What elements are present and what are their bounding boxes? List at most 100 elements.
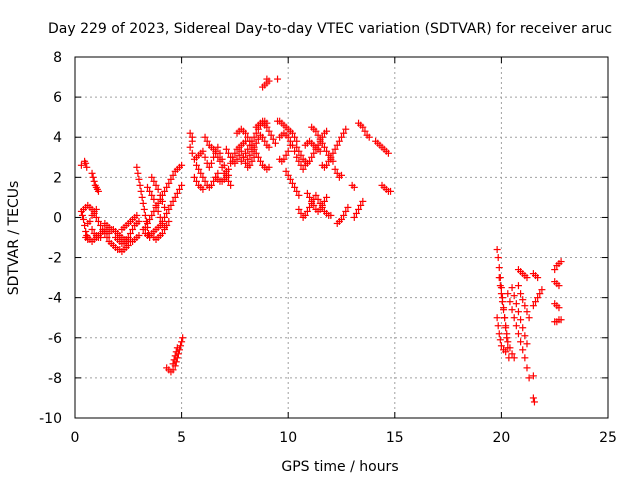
data-point bbox=[126, 229, 134, 237]
data-point bbox=[143, 219, 151, 227]
data-point bbox=[140, 205, 148, 213]
data-point bbox=[169, 197, 177, 205]
data-point bbox=[502, 348, 510, 356]
data-point bbox=[190, 173, 198, 181]
data-point bbox=[161, 203, 169, 211]
data-point bbox=[186, 129, 194, 137]
data-point bbox=[239, 153, 247, 161]
data-point bbox=[286, 141, 294, 149]
data-point bbox=[158, 197, 166, 205]
data-point bbox=[156, 231, 164, 239]
data-point bbox=[306, 193, 314, 201]
data-point bbox=[344, 203, 352, 211]
data-point bbox=[172, 348, 180, 356]
data-point bbox=[141, 211, 149, 219]
data-point bbox=[384, 149, 392, 157]
data-point bbox=[210, 177, 218, 185]
data-point bbox=[523, 340, 531, 348]
data-point bbox=[501, 314, 509, 322]
data-point bbox=[333, 141, 341, 149]
data-point bbox=[222, 145, 230, 153]
data-point bbox=[179, 334, 187, 342]
data-point bbox=[137, 187, 145, 195]
data-point bbox=[306, 157, 314, 165]
y-tick-label: -6 bbox=[48, 331, 62, 347]
data-point bbox=[312, 191, 320, 199]
y-tick-label: 0 bbox=[53, 210, 62, 226]
data-point bbox=[201, 133, 209, 141]
data-point bbox=[82, 227, 90, 235]
data-point bbox=[225, 177, 233, 185]
data-point bbox=[156, 191, 164, 199]
data-point bbox=[169, 171, 177, 179]
data-point bbox=[496, 336, 504, 344]
data-point bbox=[210, 145, 218, 153]
data-point bbox=[254, 135, 262, 143]
data-point bbox=[203, 137, 211, 145]
data-point bbox=[323, 161, 331, 169]
y-tick-label: -8 bbox=[48, 371, 62, 387]
y-tick-label: 8 bbox=[53, 50, 62, 66]
data-points bbox=[77, 75, 565, 406]
data-point bbox=[178, 181, 186, 189]
data-point bbox=[150, 177, 158, 185]
data-point bbox=[188, 137, 196, 145]
data-point bbox=[288, 179, 296, 187]
data-point bbox=[497, 290, 505, 298]
data-point bbox=[331, 165, 339, 173]
data-point bbox=[225, 149, 233, 157]
data-point bbox=[555, 282, 563, 290]
data-point bbox=[297, 151, 305, 159]
x-tick-label: 20 bbox=[492, 430, 510, 446]
data-point bbox=[286, 175, 294, 183]
data-point bbox=[199, 185, 207, 193]
data-point bbox=[199, 147, 207, 155]
data-point bbox=[263, 119, 271, 127]
data-point bbox=[497, 342, 505, 350]
data-point bbox=[269, 135, 277, 143]
data-point bbox=[167, 175, 175, 183]
data-point bbox=[165, 205, 173, 213]
data-point bbox=[201, 153, 209, 161]
data-point bbox=[510, 314, 518, 322]
data-point bbox=[310, 149, 318, 157]
data-point bbox=[493, 246, 501, 254]
data-point bbox=[508, 284, 516, 292]
data-point bbox=[186, 143, 194, 151]
x-tick-label: 5 bbox=[177, 430, 186, 446]
data-point bbox=[148, 191, 156, 199]
data-point bbox=[165, 179, 173, 187]
data-point bbox=[555, 304, 563, 312]
data-point bbox=[143, 183, 151, 191]
data-point bbox=[323, 193, 331, 201]
data-point bbox=[248, 147, 256, 155]
y-tick-label: 4 bbox=[53, 130, 62, 146]
data-point bbox=[199, 173, 207, 181]
data-point bbox=[216, 157, 224, 165]
data-point bbox=[496, 282, 504, 290]
data-point bbox=[225, 165, 233, 173]
data-point bbox=[320, 197, 328, 205]
data-point bbox=[331, 145, 339, 153]
data-point bbox=[557, 316, 565, 324]
data-point bbox=[207, 159, 215, 167]
data-point bbox=[320, 143, 328, 151]
data-point bbox=[519, 346, 527, 354]
data-point bbox=[173, 344, 181, 352]
data-point bbox=[493, 314, 501, 322]
data-point bbox=[295, 205, 303, 213]
data-point bbox=[523, 274, 531, 282]
data-point bbox=[167, 201, 175, 209]
data-point bbox=[152, 201, 160, 209]
data-point bbox=[88, 211, 96, 219]
data-point bbox=[361, 127, 369, 135]
x-tick-label: 10 bbox=[279, 430, 297, 446]
data-point bbox=[316, 205, 324, 213]
data-point bbox=[146, 215, 154, 223]
data-point bbox=[146, 187, 154, 195]
data-point bbox=[92, 205, 100, 213]
data-point bbox=[521, 332, 529, 340]
data-point bbox=[193, 177, 201, 185]
data-point bbox=[227, 181, 235, 189]
